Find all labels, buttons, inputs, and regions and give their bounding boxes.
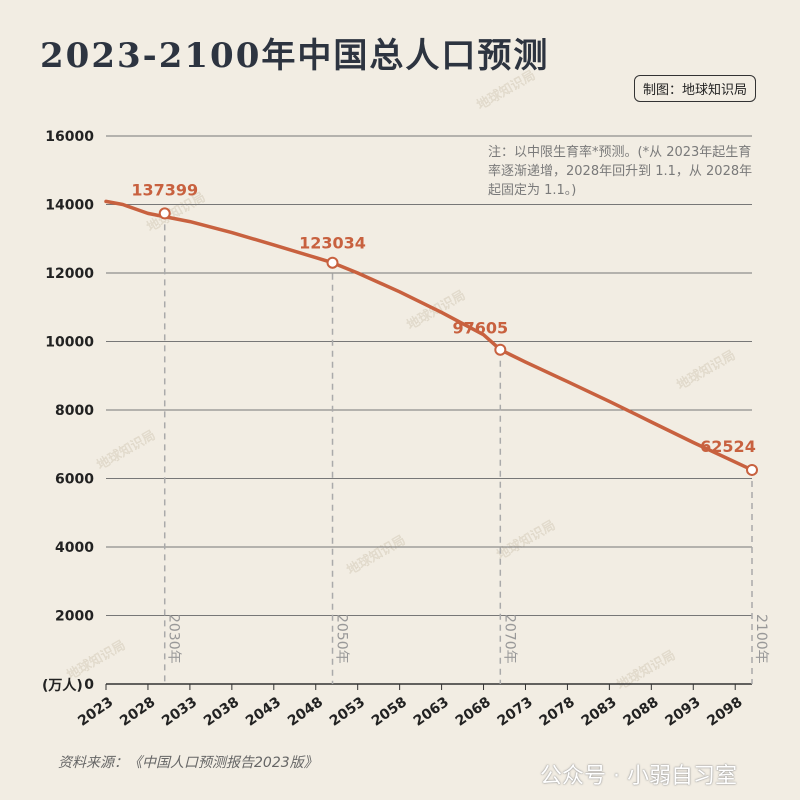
series-line [104,199,754,472]
y-tick-label: 12000 [45,266,94,282]
x-tick-label: 2093 [662,694,703,729]
x-tick-label: 2058 [369,694,410,729]
credit-badge: 制图：地球知识局 [633,75,756,102]
annotation-markers: 137399 123034 97605 62524 [131,180,758,476]
annotation-year-label: 2050年 [334,614,350,664]
x-tick-label: 2043 [243,694,284,729]
y-tick-label: 8000 [55,403,94,419]
y-tick-label: 10000 [45,335,94,351]
x-tick-label: 2038 [201,694,242,729]
data-point-marker [494,343,507,356]
y-tick-label: 6000 [55,472,94,488]
annotation-year-label: 2100年 [753,614,769,664]
annotation-year-label: 2030年 [166,614,182,664]
y-axis-label: (万人) [42,677,83,694]
watermark-text: 地球知识局 [614,647,678,693]
x-axis-ticks: 2023 2028 2033 2038 2043 2048 2053 2058 2063 2068… [75,684,746,730]
x-tick-label: 2033 [159,694,200,729]
data-label: 97605 [452,319,508,338]
source-text: 资料来源：《中国人口预测报告2023版》 [58,755,318,771]
watermark-text: 地球知识局 [674,347,738,393]
x-tick-label: 2063 [411,694,452,729]
watermark-text: 地球知识局 [494,517,558,563]
watermark-text: 地球知识局 [474,67,538,113]
y-tick-label: 2000 [55,609,94,625]
y-tick-label: 16000 [45,129,94,145]
chart-note: 注：以中限生育率*预测。(*从 2023年起生育率逐渐递增，2028年回升到 1… [488,145,753,198]
x-tick-label: 2053 [327,694,368,729]
annotation-year-label: 2070年 [501,614,517,664]
x-tick-label: 2073 [495,694,536,729]
data-label: 123034 [299,234,366,253]
x-tick-label: 2068 [453,694,494,729]
footer-watermark: 公众号 · 小弱自习室 [540,764,737,789]
x-tick-label: 2028 [117,694,158,729]
x-tick-label: 2088 [621,694,662,729]
grid-lines [106,135,752,685]
x-tick-label: 2098 [704,694,745,729]
y-axis-ticks: 0 2000 4000 6000 8000 10000 12000 14000 16000 (万人… [42,129,94,694]
watermark-text: 地球知识局 [94,427,158,473]
data-point-marker [158,207,171,220]
x-tick-label: 2083 [579,694,620,729]
y-tick-label: 0 [84,677,94,693]
data-label: 62524 [700,437,756,456]
y-tick-label: 14000 [45,198,94,214]
x-tick-label: 2048 [285,694,326,729]
annotation-guides: 2030年 2050年 2070年 2100年 [163,213,769,684]
chart-title: 2023-2100年中国总人口预测 [40,36,550,76]
x-tick-label: 2078 [537,694,578,729]
data-label: 137399 [131,180,198,199]
data-point-marker [326,256,339,269]
watermark-text: 地球知识局 [344,532,408,578]
watermark-text: 地球知识局 [64,637,128,683]
data-point-marker [746,463,758,476]
x-tick-label: 2023 [75,694,116,729]
series-layer [104,199,754,472]
y-tick-label: 4000 [55,540,94,556]
